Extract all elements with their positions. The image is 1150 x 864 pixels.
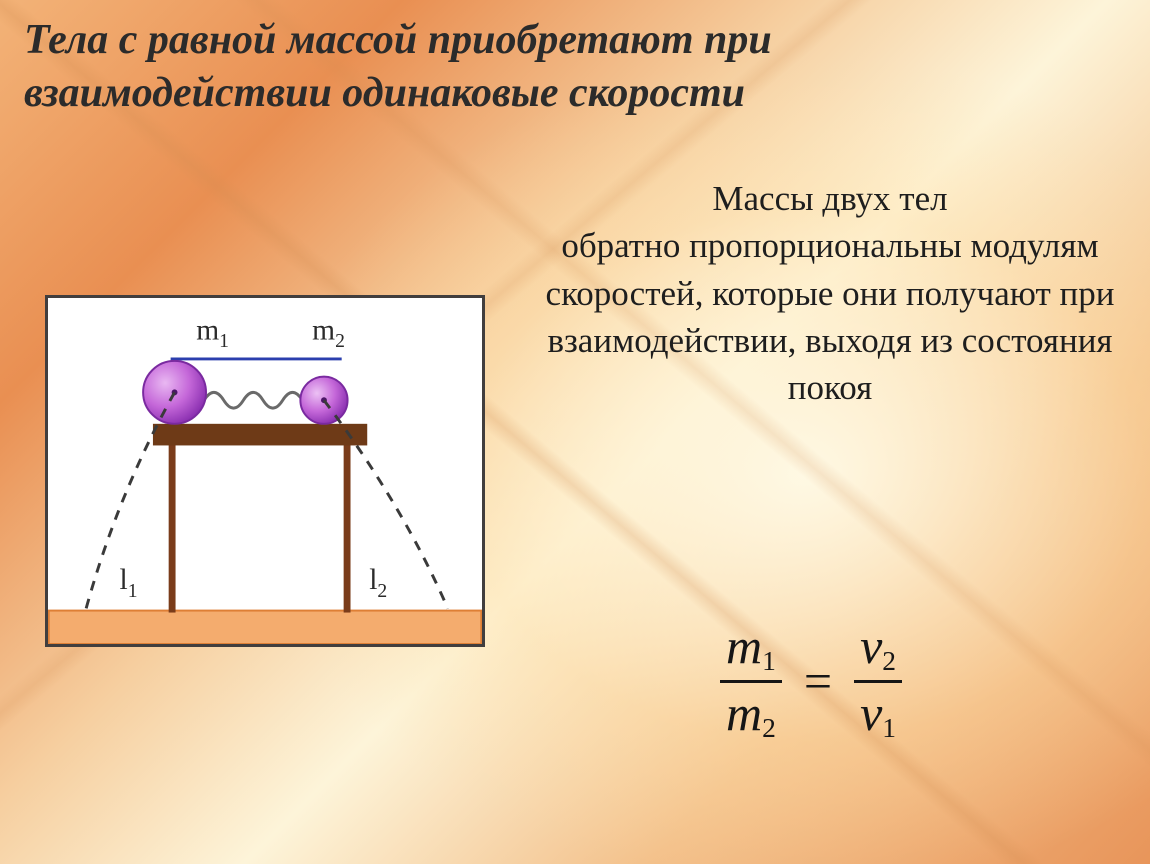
mass-velocity-formula: m1 m2 = v2 v1 [720,620,902,743]
diagram-svg: m1 m2 l1 l2 [48,298,482,644]
label-m1: m1 [196,314,229,352]
body-paragraph: Массы двух тел обратно пропорциональны м… [530,175,1130,411]
table-top [153,424,367,446]
fraction-velocity: v2 v1 [854,620,902,743]
label-l1: l1 [120,564,138,602]
physics-slide: Тела с равной массой приобретают при вза… [0,0,1150,864]
floor [49,611,482,644]
experiment-diagram: m1 m2 l1 l2 [45,295,485,647]
m2-symbol: m2 [720,683,782,743]
m1-symbol: m1 [720,620,782,680]
table-leg-left [169,443,176,612]
spring [204,392,302,408]
equals-sign: = [804,652,832,710]
label-m2: m2 [312,314,345,352]
table-leg-right [344,443,351,612]
fraction-mass: m1 m2 [720,620,782,743]
v1-symbol: v1 [854,683,902,743]
label-l2: l2 [369,564,387,602]
v2-symbol: v2 [854,620,902,680]
slide-title: Тела с равной массой приобретают при вза… [24,14,1024,119]
